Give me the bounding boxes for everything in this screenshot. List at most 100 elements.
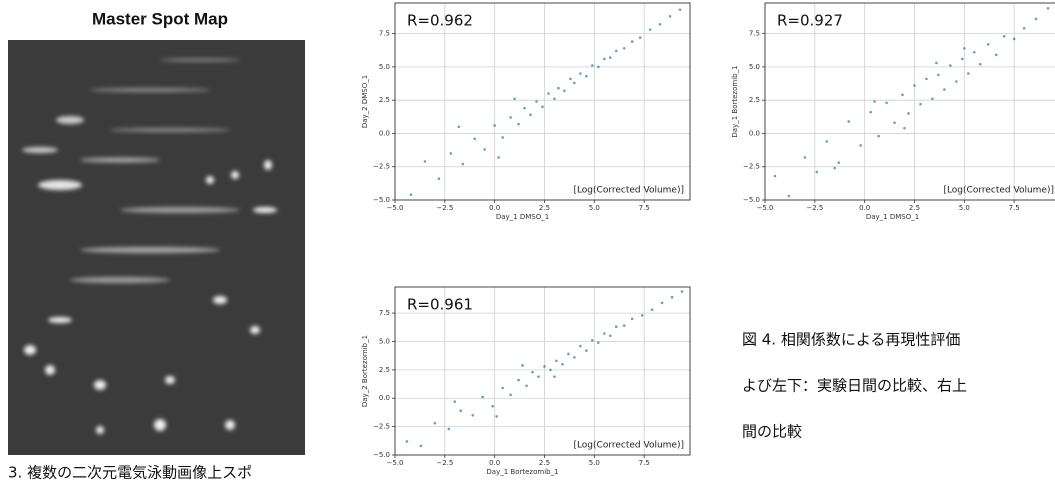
y-tick-label: −5.0 [373, 196, 390, 204]
data-point [648, 28, 652, 31]
y-tick-label: 2.5 [379, 366, 390, 374]
data-point [513, 97, 516, 101]
y-tick-label: 2.5 [749, 96, 760, 104]
data-point [650, 308, 654, 312]
x-tick-label: 5.0 [589, 459, 600, 467]
y-tick-label: 7.5 [379, 309, 390, 317]
data-point [447, 427, 451, 431]
data-point [630, 40, 634, 43]
data-point [591, 64, 594, 67]
data-point [549, 368, 552, 372]
y-tick-label: 0.0 [379, 394, 390, 402]
data-point [925, 77, 928, 81]
data-point [978, 62, 982, 66]
data-point [803, 156, 807, 159]
data-point [901, 93, 904, 97]
data-point [529, 113, 532, 117]
x-tick-label: −2.5 [436, 459, 453, 467]
data-point [553, 97, 556, 101]
data-point [893, 121, 896, 125]
data-point [573, 81, 576, 85]
correlation-label: R=0.961 [407, 296, 473, 314]
data-point [585, 349, 588, 352]
unit-note: [Log(Corrected Volume)] [943, 186, 1054, 196]
y-tick-label: 0.0 [749, 129, 760, 137]
plot-frame [764, 2, 1055, 201]
data-point [602, 332, 606, 335]
data-point [630, 317, 634, 321]
x-axis-label: Day_1 DMSO_1 [496, 213, 549, 221]
data-point [955, 80, 958, 83]
y-tick-label: 7.5 [379, 30, 390, 38]
data-point [907, 112, 910, 115]
data-point [986, 42, 990, 46]
left-caption: 3. 複数の二次元電気泳動画像上スポ [8, 464, 252, 482]
data-point [658, 22, 662, 26]
data-point [1002, 34, 1006, 38]
data-point [453, 400, 457, 403]
data-point [405, 440, 409, 443]
data-point [597, 65, 600, 69]
data-point [913, 84, 916, 87]
x-tick-label: −2.5 [436, 204, 453, 212]
y-tick-label: 2.5 [379, 96, 390, 104]
y-tick-label: −2.5 [743, 163, 760, 171]
plot-frame [394, 286, 691, 456]
x-tick-label: 5.0 [589, 204, 600, 212]
data-point [869, 110, 872, 114]
x-tick-label: 2.5 [539, 204, 550, 212]
x-tick-label: −5.0 [757, 204, 774, 212]
scatter-chart: −5.0 −2.5 0.0 2.5 5.0 7.5 −5.0 −2.5 0.0 2.5 5.0 7.5… [361, 286, 691, 476]
data-point [561, 362, 564, 366]
right-caption-line: 間の比較 [742, 423, 802, 441]
data-point [493, 124, 496, 127]
data-point [660, 301, 664, 305]
data-point [614, 325, 618, 329]
map-title: Master Spot Map [92, 9, 228, 28]
y-tick-label: 5.0 [379, 337, 390, 345]
data-point [563, 89, 566, 93]
x-axis-label: Day_1 DMSO_1 [866, 213, 919, 221]
data-point [680, 290, 684, 293]
data-point [787, 194, 791, 198]
data-point [573, 356, 576, 359]
data-point [670, 295, 674, 299]
data-point [949, 64, 952, 67]
x-tick-label: 0.0 [489, 459, 500, 467]
unit-note: [Log(Corrected Volume)] [573, 186, 684, 196]
scatter-chart: −5.0 −2.5 0.0 2.5 5.0 7.5 −5.0 −2.5 0.0 2.5 5.0 7.5… [731, 2, 1055, 221]
data-point [473, 137, 477, 141]
data-point [491, 404, 494, 408]
data-point [531, 370, 534, 374]
data-point [483, 148, 486, 151]
unit-note: [Log(Corrected Volume)] [573, 441, 684, 451]
data-point [501, 136, 504, 139]
data-point [608, 334, 612, 338]
data-point [602, 57, 606, 61]
data-point [967, 72, 970, 75]
data-point [773, 174, 777, 178]
x-tick-label: −5.0 [387, 204, 404, 212]
data-point [523, 106, 526, 110]
data-point [859, 144, 862, 147]
data-point [409, 193, 413, 196]
y-tick-label: 5.0 [749, 63, 760, 71]
right-caption-line: よび左下：実験日間の比較、右上 [742, 377, 967, 395]
data-point [471, 413, 475, 417]
data-point [972, 50, 976, 54]
x-tick-label: 7.5 [1009, 204, 1020, 212]
y-axis-label: Day_1 Bortezomib_1 [731, 65, 739, 137]
data-point [1012, 37, 1016, 41]
y-axis-label: Day_2 DMSO_1 [361, 75, 369, 128]
data-point [1034, 17, 1038, 21]
data-point [873, 100, 876, 103]
data-point [877, 134, 880, 138]
data-point [567, 352, 570, 356]
correlation-label: R=0.927 [777, 12, 843, 30]
data-point [622, 324, 626, 327]
data-point [585, 74, 588, 78]
data-point [517, 122, 520, 126]
data-point [543, 365, 546, 368]
x-tick-label: 7.5 [639, 459, 650, 467]
